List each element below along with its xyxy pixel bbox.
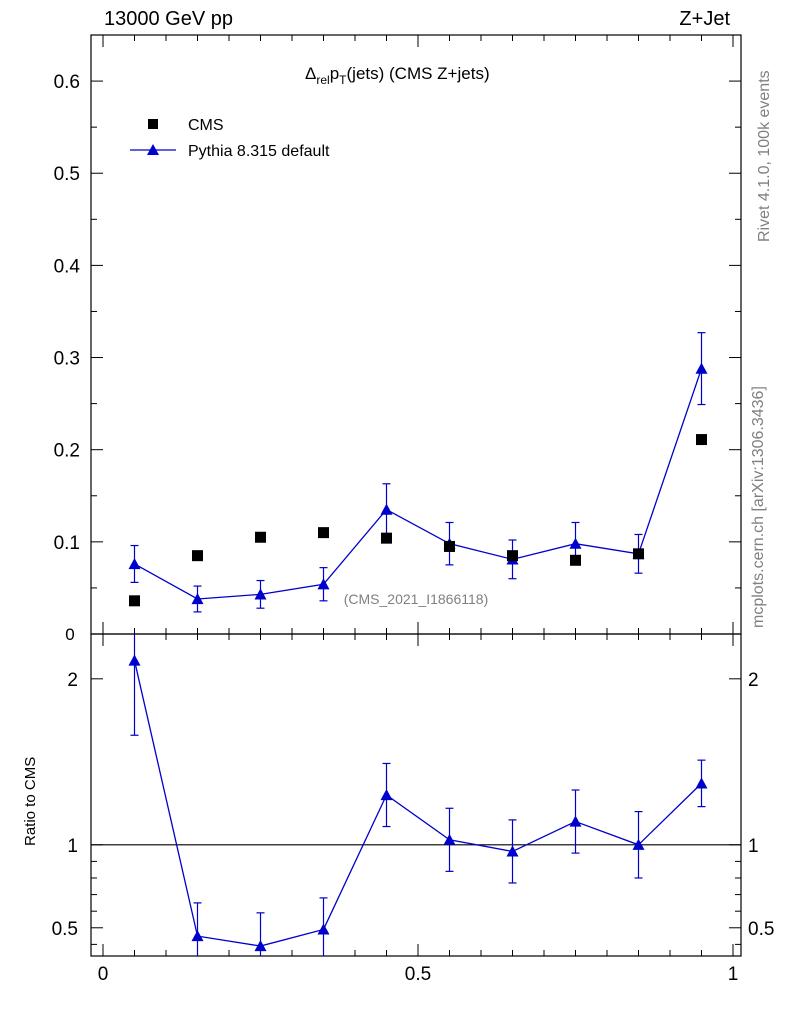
main-y-tick-label: 0.4 [54,256,81,277]
legend: CMS Pythia 8.315 default [130,117,330,160]
title-rest: (jets) (CMS Z+jets) [347,64,490,83]
ratio-y-tick-label-left: 1 [67,836,78,857]
main-y-tick-label: 0.5 [54,164,80,185]
ratio-point [632,838,645,850]
analysis-tag: (CMS_2021_I1866118) [344,591,489,607]
title-p: p [330,64,339,83]
cms-point [318,527,329,539]
title-rel-subscript: rel [316,73,329,87]
pythia-point [317,578,330,590]
ratio-axis-ticks [91,634,741,956]
pythia-point [380,503,393,515]
ratio-series [128,634,708,956]
cms-point [129,595,140,607]
pythia-point [569,537,582,549]
pythia-point [128,557,141,570]
cms-point [570,554,581,566]
main-y-tick-label: 0.2 [54,441,80,462]
main-panel: 0.1 0.2 0.3 0.4 0.5 0.6 0 ΔrelpT(jets) (CMS Z… [54,34,742,644]
cms-point [192,550,203,562]
ratio-point [443,833,456,845]
legend-pythia-marker [147,144,159,155]
ratio-point [506,845,519,857]
main-y-tick-label: 0.1 [54,533,80,554]
cms-series [129,434,707,607]
ratio-point [380,789,393,801]
pythia-point [191,592,204,605]
legend-pythia-label: Pythia 8.315 default [188,143,330,160]
ratio-y-tick-label-right: 0.5 [748,919,774,940]
pythia-point [695,362,708,374]
ratio-point [569,815,582,827]
legend-cms-label: CMS [188,117,224,134]
title-T-subscript: T [339,73,347,87]
main-plot-title: ΔrelpT(jets) (CMS Z+jets) [305,64,490,87]
cms-point [633,548,644,560]
main-y-tick-label: 0.3 [54,349,80,370]
ratio-plot-frame [90,633,742,957]
ratio-point [128,654,141,666]
main-y-tick-label: 0.6 [54,72,80,93]
ratio-point [317,923,330,935]
header-process-label: Z+Jet [679,8,730,30]
main-y-tick-labels: 0.1 0.2 0.3 0.4 0.5 0.6 [54,72,81,554]
ratio-y-tick-label-right: 1 [748,836,759,857]
x-tick-label: 0.5 [405,964,431,985]
legend-cms-marker [148,119,158,129]
ratio-y-tick-label-left: 2 [67,670,78,691]
ratio-y-tick-label-left: 0.5 [52,919,78,940]
x-tick-label: 1 [728,964,739,985]
pythia-line [134,368,703,600]
title-delta: Δ [305,64,316,83]
header-energy-label: 13000 GeV pp [104,8,233,30]
cms-point [444,540,455,552]
ratio-line [133,660,702,947]
ratio-panel: 0.5 0.51 12 2 0 0.5 1 [52,633,775,985]
cms-point [255,531,266,543]
cms-point [381,532,392,544]
ratio-point [695,777,708,789]
pythia-series [128,332,708,613]
ratio-y-tick-labels: 0.5 0.5 1 1 2 2 [52,670,775,940]
x-tick-label: 0 [98,964,109,985]
cms-point [696,434,707,446]
pythia-point [254,588,267,600]
cms-point [507,550,518,562]
ratio-point [254,940,267,952]
ratio-y-tick-label-right: 2 [748,670,759,691]
ratio-point [191,930,204,942]
x-tick-labels: 0 0.5 1 [98,964,739,985]
main-y-zero-label: 0 [65,625,74,644]
